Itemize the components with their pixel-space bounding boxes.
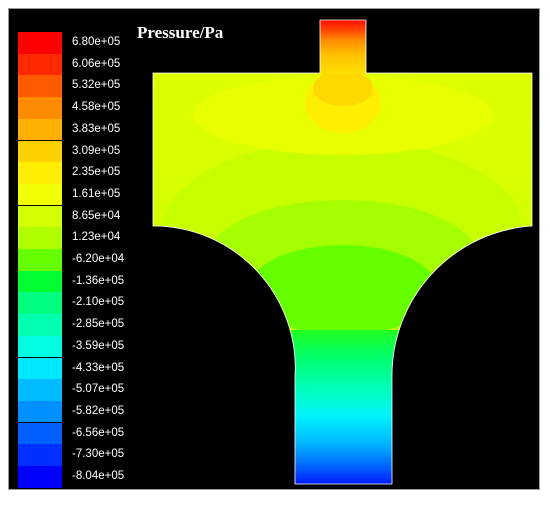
- colorbar-swatch: [18, 97, 62, 119]
- colorbar-tick-label: 6.06e+05: [72, 57, 121, 70]
- colorbar-tick-label: 3.83e+05: [72, 122, 121, 135]
- colorbar-swatch: [18, 335, 62, 358]
- colorbar-swatch: [18, 314, 62, 336]
- colorbar-swatch: [18, 249, 62, 271]
- colorbar-swatch: [18, 205, 62, 228]
- colorbar-swatch: [18, 270, 62, 293]
- colorbar-tick-label: -2.85e+05: [72, 318, 125, 331]
- colorbar-swatch: [18, 75, 62, 97]
- colorbar-tick-label: -7.30e+05: [72, 448, 125, 461]
- colorbar-tick-label: 6.80e+05: [72, 36, 121, 48]
- colorbar-swatch: [18, 183, 62, 206]
- colorbar-swatch: [18, 162, 62, 184]
- colorbar-swatch: [18, 466, 62, 488]
- colorbar-swatch: [18, 32, 62, 54]
- colorbar-tick-label: 8.65e+04: [72, 209, 121, 222]
- domain-outline: [152, 19, 533, 485]
- contour-fill: [153, 20, 532, 484]
- colorbar-swatch: [18, 227, 62, 249]
- colorbar-tick-label: -4.33e+05: [72, 361, 125, 374]
- colorbar-tick-label: -6.20e+04: [72, 253, 125, 265]
- colorbar-tick-label: -5.07e+05: [72, 383, 125, 396]
- colorbar-tick-label: -8.04e+05: [72, 470, 125, 482]
- colorbar-tick-label: -6.56e+05: [72, 426, 125, 439]
- colorbar-swatch: [18, 118, 62, 141]
- colorbar-tick-label: 5.32e+05: [72, 79, 121, 92]
- colorbar-tick-label: -1.36e+05: [72, 274, 125, 287]
- colorbar-tick-label: 1.61e+05: [72, 187, 121, 200]
- colorbar-swatch: [18, 422, 62, 445]
- colorbar-swatch: [18, 140, 62, 162]
- colorbar-tick-label: -2.10e+05: [72, 296, 125, 309]
- colorbar-swatch: [18, 53, 62, 76]
- colorbar-swatch: [18, 379, 62, 401]
- chart-title: Pressure/Pa: [137, 23, 224, 42]
- colorbar-swatch: [18, 400, 62, 423]
- colorbar-tick-label: 4.58e+05: [72, 101, 121, 114]
- colorbar-swatch: [18, 444, 62, 466]
- colorbar-tick-label: 1.23e+04: [72, 231, 121, 244]
- colorbar-tick-label: -5.82e+05: [72, 404, 125, 417]
- colorbar-tick-label: 2.35e+05: [72, 166, 121, 179]
- colorbar-tick-label: 3.09e+05: [72, 144, 121, 157]
- colorbar-tick-label: -3.59e+05: [72, 339, 125, 352]
- colorbar-swatch: [18, 357, 62, 379]
- colorbar-swatch: [18, 292, 62, 314]
